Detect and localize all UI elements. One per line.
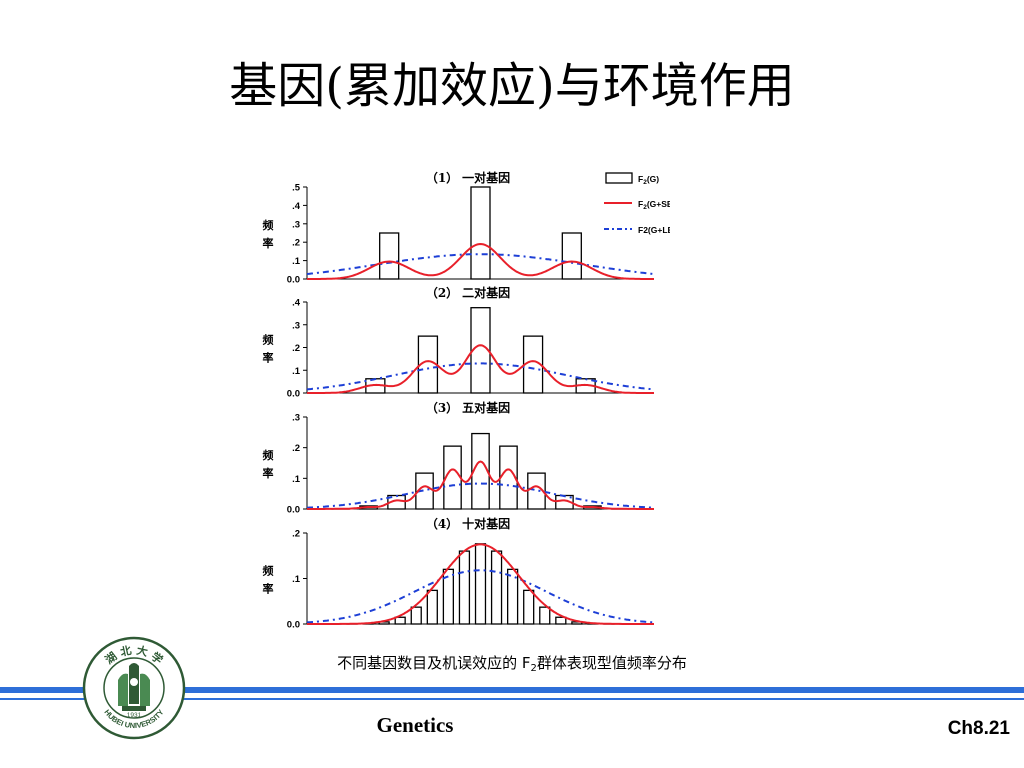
y-axis-label-char: 频: [263, 333, 274, 347]
university-logo: 湖 北 大 学 HUBEI UNIVERSITY 1931: [82, 636, 186, 740]
series-line-g-se: [307, 344, 654, 394]
logo-year: 1931: [127, 712, 142, 719]
series-line-g-se: [307, 543, 654, 625]
legend-label-main: F: [638, 199, 643, 209]
y-tick-label: .2: [292, 529, 300, 540]
legend-label-main: F: [638, 174, 643, 184]
y-tick-label: .2: [292, 443, 300, 454]
legend-swatch-bar: [605, 172, 633, 184]
series-line-g-le: [306, 362, 655, 391]
panel-label: （1）: [426, 170, 458, 185]
footer-course-name: Genetics: [376, 713, 454, 737]
series-line-g-se: [307, 242, 654, 280]
legend-label-sub: 2: [643, 204, 647, 211]
panel-label: （4）: [426, 516, 458, 531]
y-axis-label: 频率: [263, 218, 274, 250]
bar: [458, 550, 471, 625]
panel-title-text: 二对基因: [462, 285, 510, 300]
panel-label: （3）: [426, 400, 458, 415]
footer-rule-thin: [0, 698, 1024, 700]
y-tick-label: .1: [292, 256, 301, 267]
y-axis-label: 频率: [263, 564, 274, 596]
y-tick-label: .1: [292, 366, 301, 377]
bar: [523, 589, 535, 625]
panel-1: .5.4.3.2.10.0频率（1）一对基因F2(G)F2(G+SE)F2(G+…: [263, 170, 671, 286]
y-tick-label: .3: [292, 413, 300, 424]
y-tick-label: .1: [292, 474, 301, 485]
legend-label: F2(G): [638, 174, 659, 186]
series-line-g-le: [306, 482, 655, 509]
panel-title: （4） 十对基因: [426, 516, 510, 531]
y-axis-label-char: 频: [263, 564, 274, 578]
panel-title: （3） 五对基因: [426, 400, 510, 415]
panel-2: .4 .3 .2 .1 0.0 频率 （2） 二对基因: [263, 285, 655, 400]
y-axis-label-char: 频: [263, 448, 274, 462]
panel-title: （1） 一对基因: [426, 170, 510, 185]
panel-title: （2） 二对基因: [426, 285, 510, 300]
bar: [426, 589, 438, 625]
genetics-figure: .5.4.3.2.10.0频率（1）一对基因F2(G)F2(G+SE)F2(G+…: [263, 170, 671, 630]
panel-3: .3 .2 .1 0.0 频率 （3） 五对基因: [263, 400, 655, 516]
y-tick-label: 0.0: [287, 275, 300, 286]
legend-label-suffix: (G): [647, 174, 659, 184]
series-line-g-le: [306, 253, 655, 275]
series-line-g-se: [307, 460, 654, 510]
bar: [410, 606, 422, 625]
bar: [561, 232, 582, 280]
logo-emblem: [118, 663, 150, 711]
y-tick-label: 0.0: [287, 505, 300, 516]
bar: [474, 543, 487, 625]
y-axis-label-char: 率: [263, 236, 274, 250]
y-tick-label: 0.0: [287, 389, 300, 400]
y-tick-label: .3: [292, 219, 300, 230]
bar: [470, 307, 491, 394]
footer-rule-thick: [0, 687, 1024, 693]
legend-label-sub: 2: [643, 179, 647, 186]
panel-label: （2）: [426, 285, 458, 300]
y-tick-label: .4: [292, 201, 301, 212]
y-tick-label: .4: [292, 298, 301, 309]
y-tick-label: .5: [292, 183, 301, 194]
series-line-g-le: [306, 569, 655, 624]
y-tick-label: .1: [292, 574, 301, 585]
y-tick-label: 0.0: [287, 620, 300, 631]
legend-label-main: F2(G+LE): [638, 225, 670, 235]
panel-title-text: 十对基因: [462, 516, 510, 531]
y-axis-label-char: 频: [263, 218, 274, 232]
bar: [379, 232, 400, 280]
y-axis-label: 频率: [263, 448, 274, 480]
bar: [470, 186, 491, 280]
bar: [555, 616, 567, 625]
figure-caption: 不同基因数目及机误效应的 F2群体表现型值频率分布: [0, 652, 1024, 674]
bar: [490, 550, 503, 625]
y-tick-label: .3: [292, 320, 300, 331]
legend-label: F2(G+LE): [638, 225, 670, 235]
y-tick-label: .2: [292, 238, 300, 249]
y-axis-label-char: 率: [263, 466, 274, 480]
caption-subscript: 2: [530, 663, 537, 674]
legend-label: F2(G+SE): [638, 199, 670, 211]
slide-title: 基因(累加效应)与环境作用: [229, 58, 795, 114]
panel-title-text: 一对基因: [462, 170, 510, 185]
bar: [394, 616, 406, 625]
legend: F2(G)F2(G+SE)F2(G+LE): [604, 172, 670, 235]
y-axis-label: 频率: [263, 333, 274, 365]
panel-title-text: 五对基因: [462, 400, 510, 415]
bar: [539, 606, 551, 625]
caption-suffix: 群体表现型值频率分布: [536, 654, 687, 672]
y-axis-label-char: 率: [263, 582, 274, 596]
panel-4: .2 .1 0.0 频率 （4） 十对基因: [263, 516, 655, 630]
footer-slide-number: Ch8.21: [947, 718, 1010, 739]
legend-label-suffix: (G+SE): [647, 199, 670, 209]
bar: [471, 432, 490, 510]
caption-prefix: 不同基因数目及机误效应的 F: [337, 654, 531, 672]
y-axis-label-char: 率: [263, 351, 274, 365]
y-tick-label: .2: [292, 343, 300, 354]
